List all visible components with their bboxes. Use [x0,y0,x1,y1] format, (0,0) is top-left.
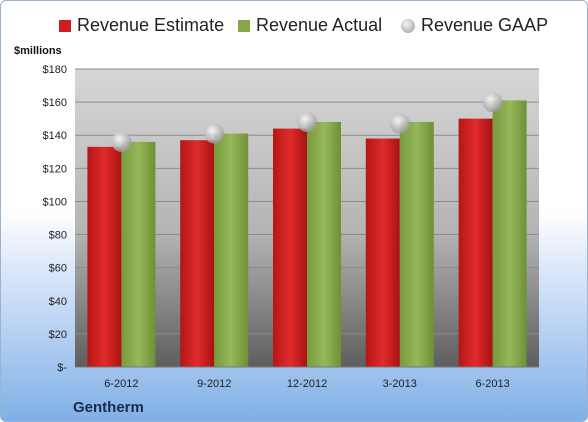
y-tick-label: $140 [43,130,67,142]
gaap-marker [111,131,132,152]
bar-actual [307,121,341,367]
legend-label-gaap: Revenue GAAP [421,15,549,35]
company-name: Gentherm [73,399,144,416]
gaap-marker [482,92,503,113]
x-tick-label: 6-2012 [104,378,138,390]
bar-estimate [273,128,307,367]
x-axis-ticks: 6-2012 9-2012 12-2012 3-2013 6-2013 [104,378,509,390]
y-tick-label: $100 [43,196,67,208]
y-tick-label: $160 [43,97,67,109]
y-tick-label: $60 [49,263,67,275]
gaap-marker [389,113,410,134]
y-axis-unit-label: $millions [14,45,62,57]
bar-estimate [458,118,493,368]
bar-estimate [180,140,215,367]
gaap-marker [204,123,225,144]
gaap-marker [297,111,317,132]
bar-actual [492,100,527,367]
legend-label-actual: Revenue Actual [256,15,383,35]
legend-swatch-actual [238,19,250,32]
legend-label-estimate: Revenue Estimate [77,15,225,35]
legend-item-gaap: Revenue GAAP [401,15,548,36]
legend: Revenue Estimate Revenue Actual Revenue … [1,15,587,43]
y-tick-label: $40 [49,296,67,308]
y-tick-label: $120 [43,163,67,175]
bar-actual [121,141,156,367]
legend-swatch-estimate [59,19,71,32]
x-tick-label: 3-2013 [383,378,417,390]
y-tick-label: $20 [49,329,67,341]
legend-item-estimate: Revenue Estimate [59,15,224,36]
y-tick-label: $80 [49,230,67,242]
bar-estimate [87,146,122,367]
x-tick-label: 6-2013 [475,378,509,390]
x-tick-label: 12-2012 [287,378,327,390]
bar-estimate [365,138,400,367]
gaap-markers [111,92,503,152]
bars [87,100,527,368]
x-tick-label: 9-2012 [197,378,231,390]
y-tick-label: $- [57,362,67,374]
legend-marker-gaap [401,18,415,33]
y-tick-label: $180 [43,64,67,76]
y-axis-ticks: $- $20 $40 $60 $80 $100 $120 $140 $160 $180 [43,64,68,374]
bar-actual [214,133,249,367]
legend-item-actual: Revenue Actual [238,15,382,36]
bar-actual [399,121,434,367]
